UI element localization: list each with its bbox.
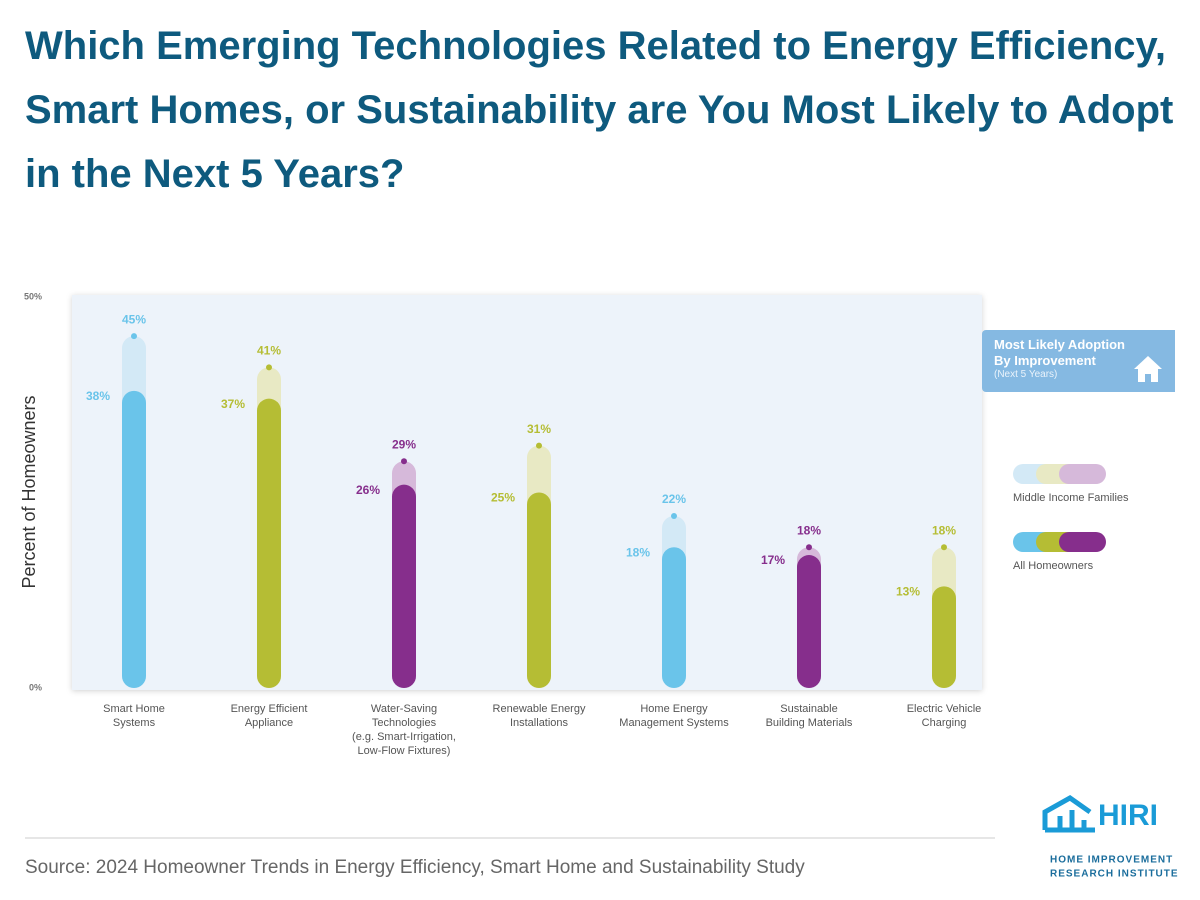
- top-dot: [266, 364, 272, 371]
- value-label: 38%: [86, 389, 110, 403]
- x-tick-label: Renewable Energy Installations: [492, 703, 586, 729]
- legend-label: Middle Income Families: [1013, 492, 1129, 504]
- y-tick-label: 50%: [24, 291, 42, 301]
- bar: [662, 547, 686, 688]
- callout-subtitle: (Next 5 Years): [994, 369, 1058, 380]
- value-label: 41%: [257, 344, 281, 358]
- bar: [392, 484, 416, 688]
- value-label: 26%: [356, 483, 380, 497]
- value-label: 13%: [896, 585, 920, 599]
- house-icon: [1134, 356, 1162, 382]
- x-tick-label: Sustainable Building Materials: [765, 703, 853, 729]
- source: Source: 2024 Homeowner Trends in Energy …: [25, 857, 805, 878]
- bar: [122, 390, 146, 688]
- bar: [527, 492, 551, 688]
- y-tick-label: 0%: [29, 682, 42, 692]
- top-dot: [401, 458, 407, 465]
- value-label: 29%: [392, 437, 416, 451]
- value-label: 18%: [932, 523, 956, 537]
- value-label: 17%: [761, 553, 785, 567]
- bar: [797, 555, 821, 688]
- top-dot: [941, 544, 947, 551]
- legend-swatch: [1059, 532, 1106, 552]
- top-dot: [806, 544, 812, 551]
- callout: Most Likely Adoption By Improvement (Nex…: [982, 330, 1175, 392]
- top-dot: [131, 333, 137, 340]
- legend-swatch: [1059, 464, 1106, 484]
- value-label: 25%: [491, 491, 515, 505]
- bar: [932, 586, 956, 688]
- value-label: 18%: [797, 523, 821, 537]
- callout-title: Most Likely Adoption By Improvement: [994, 337, 1125, 368]
- legend-label: All Homeowners: [1013, 560, 1094, 572]
- logo-line: RESEARCH INSTITUTE: [1050, 869, 1179, 880]
- hiri-icon: [1042, 795, 1095, 833]
- x-tick-label: Water-Saving Technologies (e.g. Smart-Ir…: [352, 703, 456, 757]
- x-tick-label: Home Energy Management Systems: [619, 703, 729, 729]
- value-label: 18%: [626, 545, 650, 559]
- value-label: 22%: [662, 492, 686, 506]
- x-tick-label: Electric Vehicle Charging: [906, 703, 982, 729]
- top-dot: [536, 442, 542, 449]
- value-label: 37%: [221, 397, 245, 411]
- y-axis-label: Percent of Homeowners: [19, 395, 39, 588]
- x-tick-label: Energy Efficient Appliance: [230, 703, 308, 729]
- value-label: 45%: [122, 312, 146, 326]
- bar: [257, 398, 281, 688]
- top-dot: [671, 512, 677, 519]
- logo-name: HIRI: [1098, 799, 1158, 832]
- value-label: 31%: [527, 422, 551, 436]
- x-tick-label: Smart Home Systems: [103, 703, 165, 729]
- logo-line: HOME IMPROVEMENT: [1050, 855, 1173, 866]
- chart-title: Which Emerging Technologies Related to E…: [25, 24, 1174, 196]
